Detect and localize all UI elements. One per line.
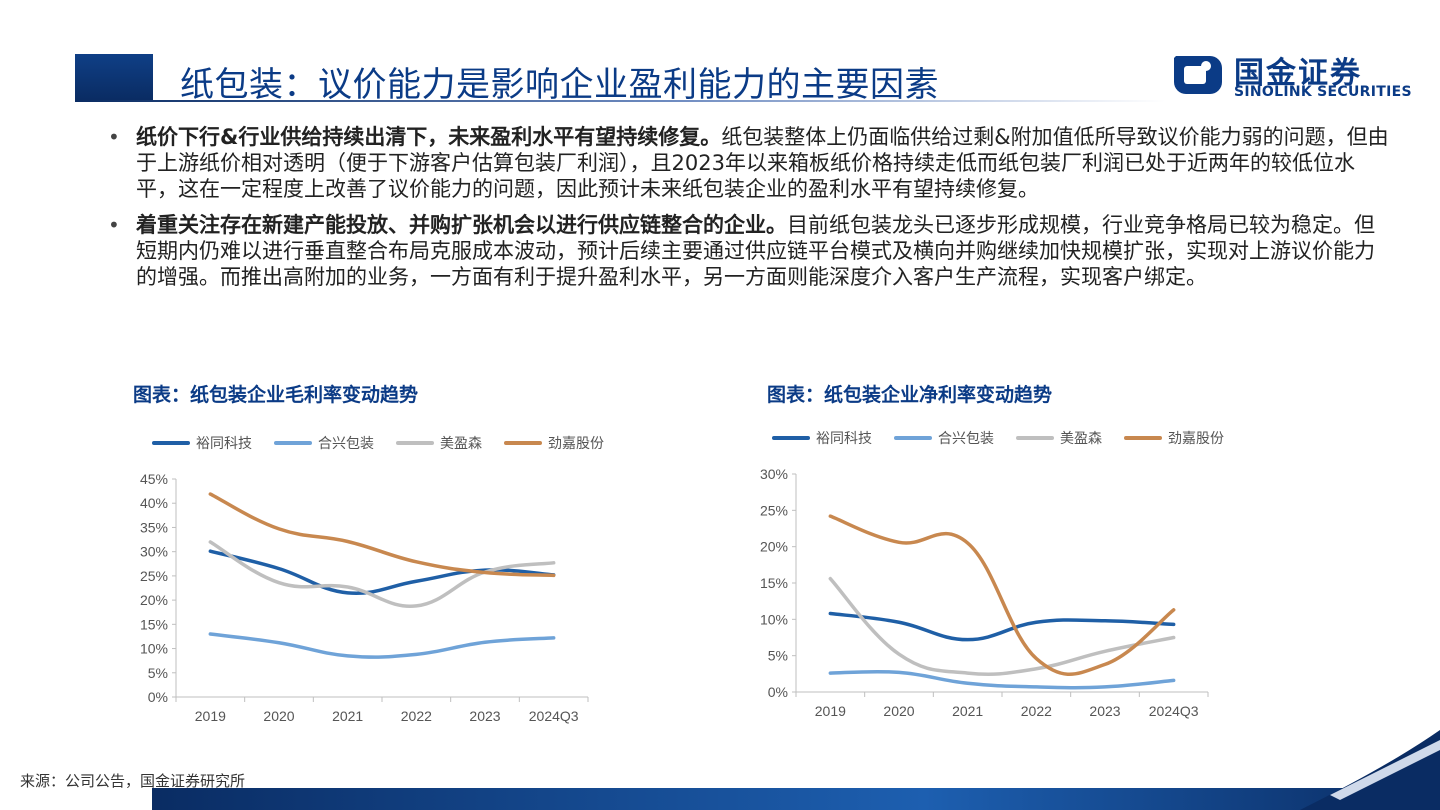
y-tick-label: 15%: [140, 616, 168, 632]
chart-1-legend: 裕同科技 合兴包装 美盈森 劲嘉股份: [152, 433, 626, 453]
legend-swatch: [772, 436, 810, 440]
series-line: [828, 576, 1176, 676]
series-line: [828, 611, 1176, 642]
title-underline: [75, 100, 1165, 102]
x-tick-label: 2020: [883, 703, 914, 719]
series-line: [208, 540, 556, 608]
source-note: 来源：公司公告，国金证券研究所: [20, 772, 246, 790]
x-tick-label: 2022: [401, 708, 432, 724]
legend-swatch: [274, 441, 312, 445]
series-line: [828, 669, 1176, 690]
bullet-item-2: • 着重关注存在新建产能投放、并购扩张机会以进行供应链整合的企业。目前纸包装龙头…: [104, 212, 1394, 290]
legend-item: 合兴包装: [274, 433, 374, 453]
bullet-1-lead: 纸价下行&行业供给持续出清下，未来盈利水平有望持续修复。: [136, 125, 722, 149]
y-tick-label: 30%: [140, 544, 168, 560]
title-accent-block: [75, 54, 153, 100]
legend-label: 劲嘉股份: [1168, 431, 1224, 447]
legend-swatch: [152, 441, 190, 445]
y-tick-label: 45%: [140, 471, 168, 487]
page-title: 纸包装：议价能力是影响企业盈利能力的主要因素: [180, 65, 939, 105]
x-tick-label: 2024Q3: [529, 708, 579, 724]
legend-label: 合兴包装: [318, 436, 374, 452]
y-tick-label: 25%: [760, 502, 788, 518]
x-tick-label: 2024Q3: [1149, 703, 1199, 719]
series-line: [208, 492, 556, 578]
legend-item: 劲嘉股份: [504, 433, 604, 453]
series-line: [828, 514, 1176, 676]
logo-text-en: SINOLINK SECURITIES: [1234, 84, 1412, 100]
legend-item: 裕同科技: [152, 433, 252, 453]
chart-2-legend: 裕同科技 合兴包装 美盈森 劲嘉股份: [772, 428, 1246, 448]
y-tick-label: 0%: [148, 689, 168, 705]
x-tick-label: 2021: [952, 703, 983, 719]
legend-swatch: [1016, 436, 1054, 440]
chart-1-title: 图表：纸包装企业毛利率变动趋势: [133, 384, 419, 406]
footer-wave: [152, 730, 1440, 810]
bullet-2-body: 目前纸包装龙头已逐步形成规模，行业竞争格局已较为稳定。但短期内仍难以进行垂直整合…: [136, 213, 1375, 289]
legend-label: 美盈森: [440, 436, 482, 452]
y-tick-label: 35%: [140, 519, 168, 535]
x-tick-label: 2021: [332, 708, 363, 724]
x-tick-label: 2023: [469, 708, 500, 724]
y-tick-label: 10%: [760, 611, 788, 627]
y-tick-label: 40%: [140, 495, 168, 511]
y-tick-label: 5%: [148, 665, 168, 681]
y-tick-label: 20%: [760, 539, 788, 555]
y-tick-label: 5%: [768, 648, 788, 664]
legend-item: 美盈森: [396, 433, 482, 453]
sinolink-logo-icon: [1174, 56, 1222, 94]
chart-2-title: 图表：纸包装企业净利率变动趋势: [767, 384, 1053, 406]
legend-item: 美盈森: [1016, 428, 1102, 448]
x-tick-label: 2020: [263, 708, 294, 724]
y-tick-label: 30%: [760, 466, 788, 482]
legend-swatch: [504, 441, 542, 445]
x-tick-label: 2022: [1021, 703, 1052, 719]
legend-label: 合兴包装: [938, 431, 994, 447]
legend-label: 美盈森: [1060, 431, 1102, 447]
chart-1-plot: 0% 5% 10% 15% 20% 25% 30% 35% 40% 45% 2019 2020 2021…: [140, 471, 589, 724]
logo-text-cn: 国金证券: [1234, 56, 1362, 91]
legend-item: 合兴包装: [894, 428, 994, 448]
y-tick-label: 0%: [768, 684, 788, 700]
bullet-2-lead: 着重关注存在新建产能投放、并购扩张机会以进行供应链整合的企业。: [136, 213, 787, 237]
bullet-item-1: • 纸价下行&行业供给持续出清下，未来盈利水平有望持续修复。纸包装整体上仍面临供…: [104, 124, 1394, 202]
legend-swatch: [1124, 436, 1162, 440]
bullet-dot-icon: •: [108, 125, 120, 149]
legend-item: 劲嘉股份: [1124, 428, 1224, 448]
series-line: [208, 632, 556, 659]
y-tick-label: 25%: [140, 568, 168, 584]
legend-swatch: [894, 436, 932, 440]
y-tick-label: 10%: [140, 641, 168, 657]
legend-label: 裕同科技: [196, 436, 252, 452]
legend-label: 劲嘉股份: [548, 436, 604, 452]
bullet-1-body: 纸包装整体上仍面临供给过剩&附加值低所导致议价能力弱的问题，但由于上游纸价相对透…: [136, 125, 1389, 201]
y-tick-label: 20%: [140, 592, 168, 608]
x-tick-label: 2023: [1089, 703, 1120, 719]
legend-swatch: [396, 441, 434, 445]
y-tick-label: 15%: [760, 575, 788, 591]
legend-item: 裕同科技: [772, 428, 872, 448]
chart-2-plot: 0% 5% 10% 15% 20% 25% 30% 2019 2020 2021 2022 2023 2…: [760, 466, 1209, 719]
bullet-dot-icon: •: [108, 213, 120, 237]
bullet-list: • 纸价下行&行业供给持续出清下，未来盈利水平有望持续修复。纸包装整体上仍面临供…: [104, 124, 1394, 300]
legend-label: 裕同科技: [816, 431, 872, 447]
x-tick-label: 2019: [815, 703, 846, 719]
x-tick-label: 2019: [195, 708, 226, 724]
